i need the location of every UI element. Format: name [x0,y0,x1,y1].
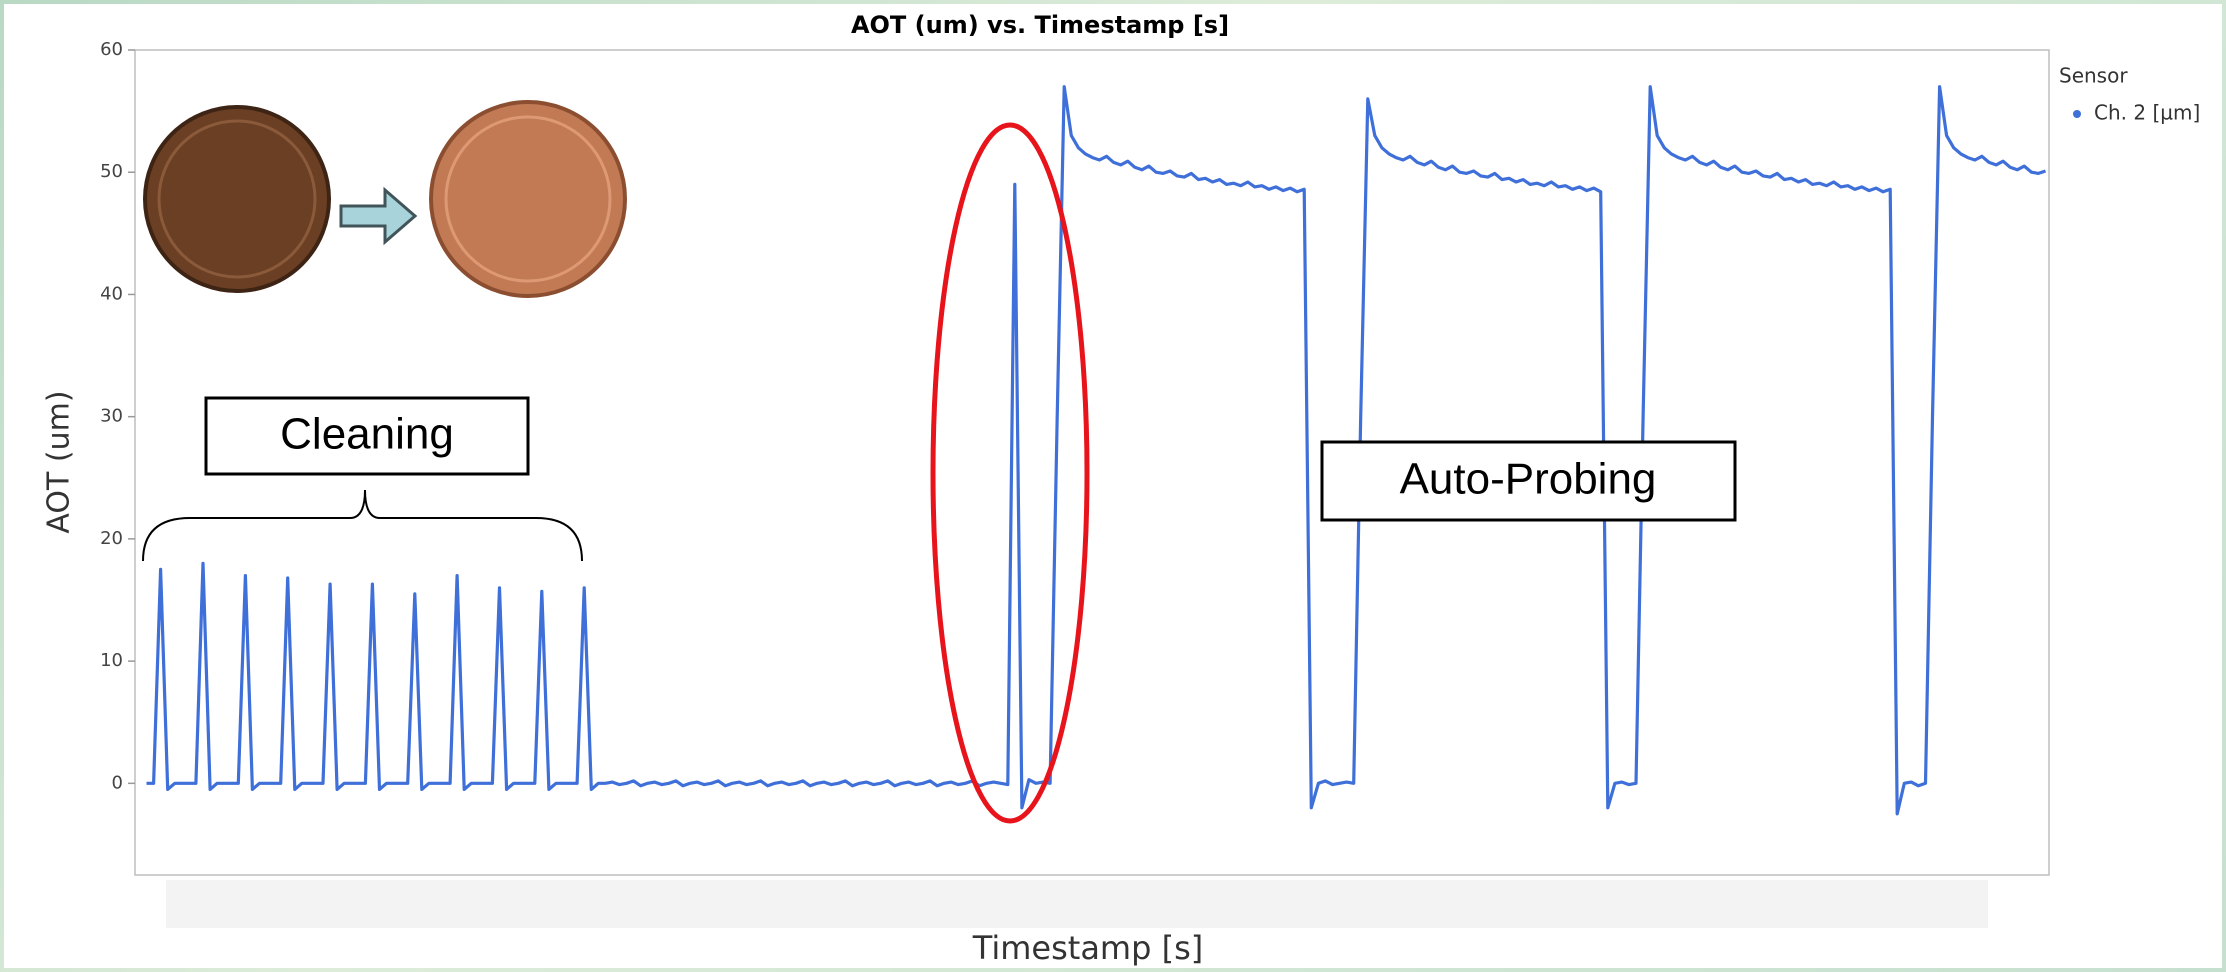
plot-frame [134,49,2050,876]
y-tick-label: 50 [100,161,123,182]
annotation-box [204,396,530,476]
y-tick-label: 20 [100,528,123,549]
y-tick-label: 60 [100,39,123,60]
highlight-ellipse [930,122,1090,824]
panel [4,4,2222,968]
legend-title: Sensor [2059,64,2128,88]
y-tick-label: 0 [112,772,123,793]
annotation: Cleaning [280,410,454,459]
legend-marker [2073,110,2081,118]
y-tick-label: 40 [100,283,123,304]
annotation-box [1320,440,1737,522]
chart-title: AOT (um) vs. Timestamp [s] [851,11,1229,39]
old-coin-rim [157,119,317,279]
data-line [146,85,2047,816]
new-coin-rim [444,115,612,283]
x-axis-band [166,880,1988,928]
annotation: Auto-Probing [1400,455,1657,504]
old-coin [143,105,331,293]
legend-label: Ch. 2 [µm] [2094,101,2200,125]
arrow [339,186,418,246]
new-coin [429,100,627,298]
y-tick-label: 30 [100,406,123,427]
y-axis-label: AOT (um) [42,390,77,533]
brace [142,489,583,562]
x-axis-label: Timestamp [s] [972,929,1203,967]
y-tick-label: 10 [100,650,123,671]
coins [143,100,627,298]
